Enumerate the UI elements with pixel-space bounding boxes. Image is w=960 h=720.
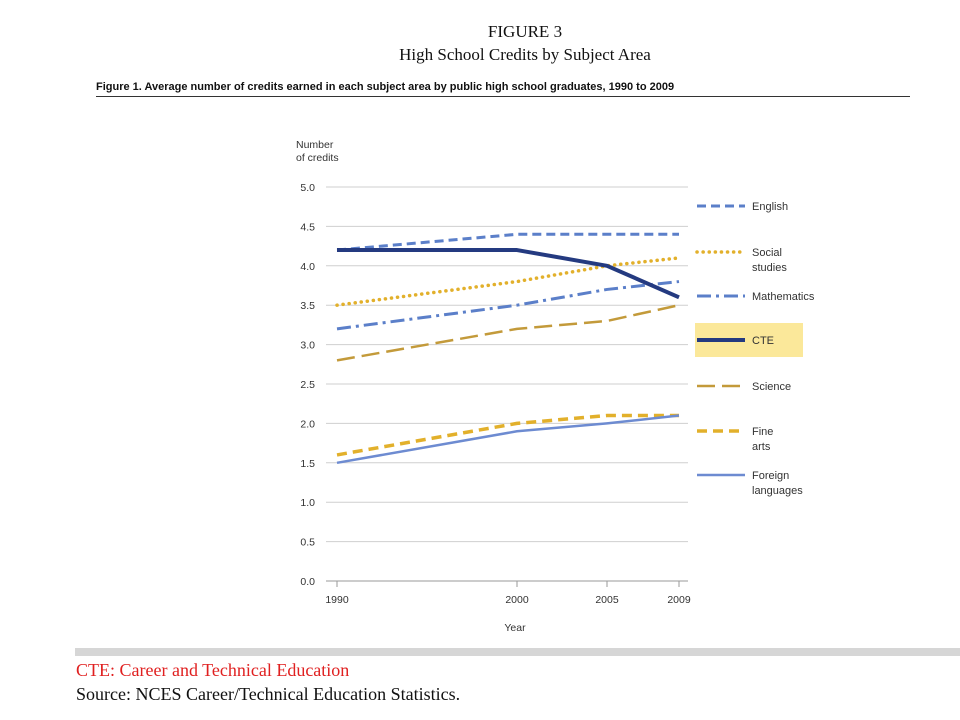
figure-caption: Figure 1. Average number of credits earn… bbox=[96, 81, 675, 93]
y-axis-label: Number of credits bbox=[296, 139, 339, 164]
footer-source: Source: NCES Career/Technical Education … bbox=[76, 684, 461, 704]
line-chart: English Social studies Mathematics CTE Scienc… bbox=[296, 139, 815, 634]
series-line-english bbox=[336, 232, 679, 252]
series-line-science bbox=[336, 303, 680, 362]
series-line-cte bbox=[337, 248, 680, 300]
y-tick-label: 0.0 bbox=[300, 576, 315, 588]
x-tick-label: 2000 bbox=[505, 594, 529, 606]
y-tick-label: 3.0 bbox=[300, 340, 315, 352]
series-lines bbox=[335, 232, 681, 465]
footer-band bbox=[75, 648, 960, 656]
y-tick-label: 1.5 bbox=[300, 458, 315, 470]
y-tick-label: 1.0 bbox=[300, 497, 315, 509]
legend-label-fine-arts: Fine arts bbox=[752, 426, 773, 453]
series-line-fine-arts bbox=[336, 413, 679, 457]
figure-title: High School Credits by Subject Area bbox=[399, 45, 651, 64]
legend-label-social-studies: Social studies bbox=[752, 247, 787, 274]
y-tick-label: 0.5 bbox=[300, 537, 315, 549]
series-line-foreign-languages bbox=[336, 414, 680, 465]
y-tick-label: 4.5 bbox=[300, 221, 315, 233]
legend-label-mathematics: Mathematics bbox=[752, 291, 815, 303]
y-tick-label: 3.5 bbox=[300, 300, 315, 312]
y-tick-label: 5.0 bbox=[300, 182, 315, 194]
axes bbox=[336, 581, 680, 587]
x-tick-label: 2009 bbox=[667, 594, 691, 606]
axis-labels: 0.0 0.5 1.0 1.5 2.0 2.5 3.0 3.5 4.0 4.5 5.0 1990 200… bbox=[296, 139, 691, 634]
legend-label-cte: CTE bbox=[752, 335, 774, 347]
y-tick-label: 2.5 bbox=[300, 379, 315, 391]
legend-label-science: Science bbox=[752, 381, 791, 393]
gridlines bbox=[326, 186, 688, 582]
x-tick-label: 1990 bbox=[325, 594, 349, 606]
legend: English Social studies Mathematics CTE Scienc… bbox=[695, 201, 815, 497]
figure-number: FIGURE 3 bbox=[487, 22, 563, 41]
x-tick-label: 2005 bbox=[595, 594, 619, 606]
legend-label-english: English bbox=[752, 201, 788, 213]
y-tick-label: 2.0 bbox=[300, 418, 315, 430]
series-line-social-studies bbox=[335, 256, 681, 307]
y-tick-label: 4.0 bbox=[300, 261, 315, 273]
x-axis-label: Year bbox=[504, 622, 526, 634]
caption-rule bbox=[96, 96, 910, 97]
legend-label-foreign-languages: Foreign languages bbox=[752, 470, 803, 497]
footer-note: CTE: Career and Technical Education bbox=[76, 660, 350, 680]
series-line-mathematics bbox=[336, 280, 680, 331]
